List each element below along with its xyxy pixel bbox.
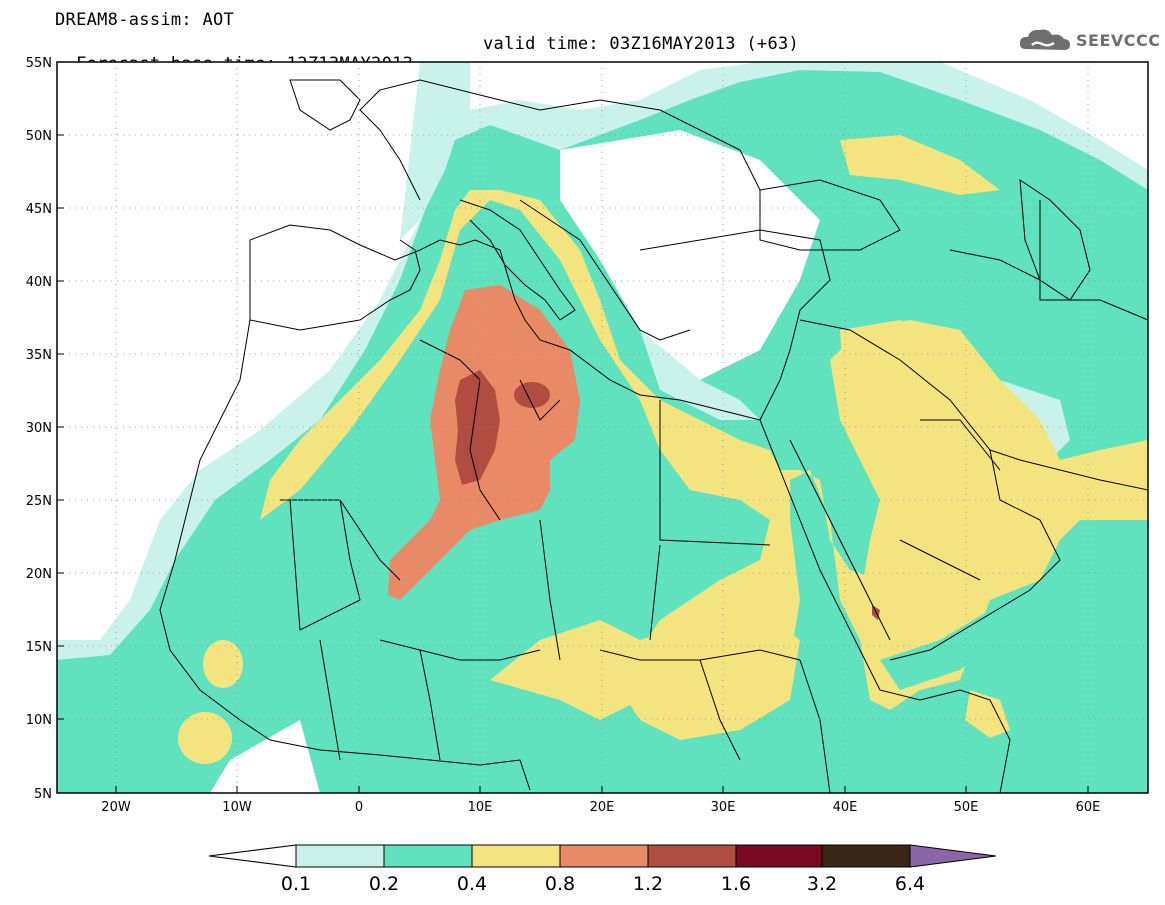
colorbar-tick-label: 1.6 — [721, 873, 751, 895]
map-title: DREAM8-assim: AOT — [55, 10, 235, 30]
colorbar-tick-label: 1.2 — [633, 873, 663, 895]
lon-label: 60E — [1076, 800, 1101, 815]
longitude-labels: 20W 10W 0 10E 20E 30E 40E 50E 60E — [101, 800, 1100, 815]
lat-label: 35N — [26, 348, 52, 363]
colorbar-swatch — [295, 844, 385, 868]
coastlines — [159, 79, 1148, 793]
lat-label: 20N — [26, 567, 52, 582]
lon-label: 10W — [222, 800, 252, 815]
colorbar-low-arrow — [208, 844, 297, 868]
lat-label: 30N — [26, 421, 52, 436]
colorbar-high-arrow — [909, 844, 997, 868]
lon-label: 0 — [355, 800, 363, 815]
colorbar-tick-label: 6.4 — [895, 873, 925, 895]
colorbar-tick-label: 0.4 — [457, 873, 487, 895]
lon-label: 50E — [954, 800, 979, 815]
colorbar-swatch — [647, 844, 737, 868]
lat-label: 10N — [26, 713, 52, 728]
lon-label: 20E — [590, 800, 615, 815]
lon-label: 30E — [711, 800, 736, 815]
lat-label: 50N — [26, 129, 52, 144]
colorbar-tick-label: 0.2 — [369, 873, 399, 895]
colorbar-labels: 0.1 0.2 0.4 0.8 1.2 1.6 3.2 6.4 — [281, 873, 925, 895]
colorbar-swatch — [383, 844, 473, 868]
lon-label: 20W — [101, 800, 131, 815]
colorbar-tick-label: 0.1 — [281, 873, 311, 895]
valid-time-text: valid time: 03Z16MAY2013 (+63) — [483, 34, 800, 54]
colorbar — [208, 844, 997, 868]
lat-label: 25N — [26, 494, 52, 509]
lat-label: 40N — [26, 275, 52, 290]
lon-label: 10E — [468, 800, 493, 815]
colorbar-swatch — [821, 844, 911, 868]
cloud-icon — [1019, 29, 1070, 50]
lat-label: 15N — [26, 640, 52, 655]
colorbar-swatch — [735, 844, 823, 868]
axis-ticks — [57, 61, 1089, 794]
lat-label: 45N — [26, 202, 52, 217]
aot-contours — [57, 62, 1148, 793]
lat-label: 55N — [26, 56, 52, 71]
logo-label: SEEVCCC — [1076, 31, 1161, 50]
colorbar-swatch — [559, 844, 649, 868]
colorbar-tick-label: 3.2 — [807, 873, 837, 895]
latitude-labels: 55N 50N 45N 40N 35N 30N 25N 20N 15N 10N … — [26, 56, 52, 802]
aot-band-very-high — [455, 370, 500, 485]
colorbar-swatch — [471, 844, 561, 868]
seevccc-logo: SEEVCCC — [1018, 25, 1161, 55]
lat-label: 5N — [34, 787, 52, 802]
colorbar-tick-label: 0.8 — [545, 873, 575, 895]
lon-label: 40E — [833, 800, 858, 815]
